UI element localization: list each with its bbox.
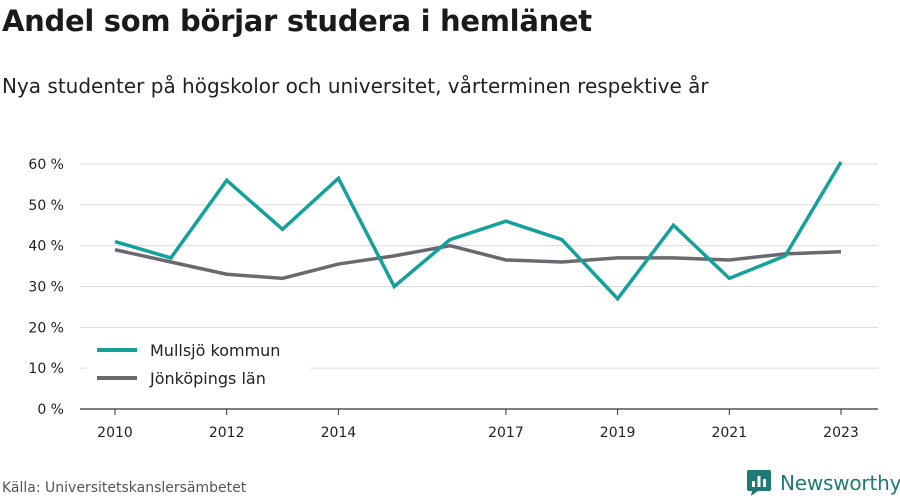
x-tick-label: 2012 xyxy=(209,425,245,441)
x-tick-label: 2019 xyxy=(600,425,636,441)
x-tick-label: 2021 xyxy=(711,425,747,441)
series-lines xyxy=(114,161,843,302)
y-tick-label: 10 % xyxy=(28,361,64,377)
y-axis: 0 % 10 % 20 % 30 % 40 % 50 % 60 % xyxy=(28,157,64,418)
x-axis: 2010 2012 2014 2017 2019 2021 2023 xyxy=(80,408,878,441)
y-tick-label: 40 % xyxy=(28,239,64,255)
y-tick-label: 50 % xyxy=(28,198,64,214)
chart-title: Andel som börjar studera i hemlänet xyxy=(2,4,592,38)
legend-label: Jönköpings län xyxy=(149,369,266,388)
y-tick-label: 0 % xyxy=(37,402,64,418)
y-tick-label: 60 % xyxy=(28,157,64,173)
y-tick-label: 30 % xyxy=(28,280,64,296)
x-tick-label: 2017 xyxy=(488,425,524,441)
brand-logo[interactable]: Newsworthy xyxy=(746,469,900,497)
source-note: Källa: Universitetskanslersämbetet xyxy=(2,480,247,496)
x-tick-label: 2010 xyxy=(97,425,133,441)
newsworthy-logo-icon xyxy=(747,470,771,496)
series-line xyxy=(114,161,843,302)
x-tick-label: 2014 xyxy=(321,425,357,441)
series-line xyxy=(114,243,842,281)
chart-subtitle: Nya studenter på högskolor och universit… xyxy=(2,74,709,98)
legend-label: Mullsjö kommun xyxy=(150,341,280,360)
legend-background xyxy=(86,334,310,396)
legend: Mullsjö kommun Jönköpings län xyxy=(86,334,310,396)
brand-name: Newsworthy xyxy=(780,471,900,495)
x-tick-label: 2023 xyxy=(823,425,859,441)
y-tick-label: 20 % xyxy=(28,320,64,336)
